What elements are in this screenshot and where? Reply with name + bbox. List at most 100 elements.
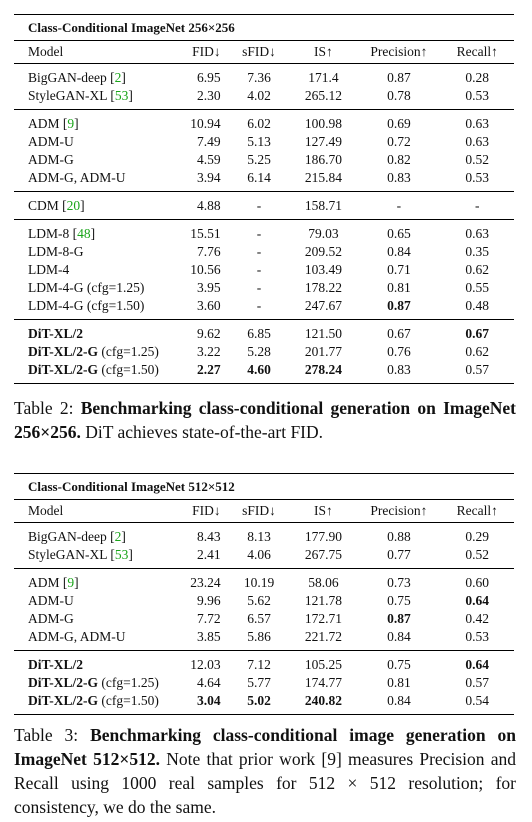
table-row: LDM-4-G (cfg=1.25) 3.95 - 178.22 0.81 0.55 xyxy=(14,279,514,297)
metric-rec-cell: 0.60 xyxy=(440,568,514,592)
citation-link[interactable]: 9 xyxy=(67,575,75,590)
metric-prec-cell: 0.75 xyxy=(387,593,411,608)
model-name-cell: ADM-U xyxy=(14,592,162,610)
metric-fid-cell: 8.43 xyxy=(161,522,229,546)
metric-sfid-cell: 6.02 xyxy=(228,109,290,133)
table-row: DiT-XL/2-G (cfg=1.25) 4.64 5.77 174.77 0.81 0… xyxy=(14,674,514,692)
results-table-512: Class-Conditional ImageNet 512×512 Model F… xyxy=(14,473,514,715)
metric-is-cell: 267.75 xyxy=(304,547,342,562)
metric-fid-cell: 3.60 xyxy=(197,298,221,313)
metric-rec-cell: 0.57 xyxy=(465,675,490,690)
table-row: ADM-G 7.72 6.57 172.71 0.87 0.42 xyxy=(14,610,514,628)
table-title: Class-Conditional ImageNet 512×512 xyxy=(28,479,235,494)
model-name-cell: ADM-G xyxy=(14,151,162,169)
metric-prec-cell: 0.87 xyxy=(387,298,411,313)
metric-sfid-cell: 6.85 xyxy=(228,319,290,343)
metric-sfid-cell: 10.19 xyxy=(228,568,290,592)
metric-fid-cell: 3.22 xyxy=(197,344,221,359)
citation-link[interactable]: 2 xyxy=(114,70,122,85)
model-name-cell: ADM-G xyxy=(14,610,162,628)
caption-rest: DiT achieves state-of-the-art FID. xyxy=(80,422,324,442)
metric-rec-cell: 0.63 xyxy=(465,134,490,149)
column-header: sFID↓ xyxy=(228,499,290,523)
metric-fid-cell: 7.72 xyxy=(197,611,221,626)
metric-rec-cell: 0.28 xyxy=(440,63,514,87)
model-name-cell: DiT-XL/2-G (cfg=1.25) xyxy=(14,343,162,361)
metric-sfid-cell: 5.77 xyxy=(247,675,271,690)
metric-sfid-cell: - xyxy=(256,262,262,277)
table-row: ADM-U 7.49 5.13 127.49 0.72 0.63 xyxy=(14,133,514,151)
metric-sfid-cell: 5.13 xyxy=(247,134,271,149)
model-name-cell: LDM-8 [48] xyxy=(14,219,162,243)
metric-fid-cell: 2.30 xyxy=(197,88,221,103)
metric-sfid-cell: 5.86 xyxy=(247,629,271,644)
metric-prec-cell: 0.87 xyxy=(387,611,411,626)
model-name: ADM-U xyxy=(28,134,74,149)
metric-fid-cell: 2.27 xyxy=(197,362,221,377)
metric-fid-cell: 10.94 xyxy=(161,109,229,133)
metric-prec-cell: 0.83 xyxy=(387,170,411,185)
model-name-cell: ADM [9] xyxy=(14,109,162,133)
model-name: DiT-XL/2-G xyxy=(28,362,99,377)
model-name-cell: DiT-XL/2-G (cfg=1.50) xyxy=(14,692,162,715)
table-3-caption: Table 3: Benchmarking class-conditional … xyxy=(14,723,516,819)
table-header-row: Model FID↓ sFID↓ IS↑ Precision↑ Recall↑ xyxy=(14,40,514,64)
metric-is-cell: 79.03 xyxy=(289,219,358,243)
metric-sfid-cell: - xyxy=(228,219,290,243)
table-row: ADM [9] 10.94 6.02 100.98 0.69 0.63 xyxy=(14,109,514,133)
model-name: ADM xyxy=(28,575,60,590)
model-name: LDM-4-G (cfg=1.25) xyxy=(28,280,145,295)
metric-rec-cell: 0.64 xyxy=(440,650,514,674)
model-name-cell: LDM-8-G xyxy=(14,243,162,261)
table-3: Class-Conditional ImageNet 512×512 Model F… xyxy=(14,473,514,715)
results-table-256: Class-Conditional ImageNet 256×256 Model F… xyxy=(14,14,514,384)
metric-prec-cell: 0.84 xyxy=(387,693,411,708)
citation-link[interactable]: 53 xyxy=(114,88,129,103)
table-row: ADM-G 4.59 5.25 186.70 0.82 0.52 xyxy=(14,151,514,169)
model-name: ADM-G xyxy=(28,152,74,167)
citation-link[interactable]: 9 xyxy=(67,116,75,131)
metric-prec-cell: 0.76 xyxy=(387,344,411,359)
model-name: StyleGAN-XL xyxy=(28,547,107,562)
citation-link[interactable]: 48 xyxy=(77,226,91,241)
table-row: ADM [9] 23.24 10.19 58.06 0.73 0.60 xyxy=(14,568,514,592)
table-row: CDM [20] 4.88-158.71- - xyxy=(14,191,514,220)
metric-is-cell: 221.72 xyxy=(304,629,342,644)
metric-is-cell: 172.71 xyxy=(304,611,342,626)
model-name: StyleGAN-XL xyxy=(28,88,107,103)
metric-is-cell: 158.71 xyxy=(289,191,358,220)
metric-prec-cell: 0.72 xyxy=(387,134,411,149)
model-cfg: (cfg=1.50) xyxy=(98,362,159,377)
model-name: LDM-4 xyxy=(28,262,70,277)
metric-is-cell: 58.06 xyxy=(289,568,358,592)
metric-rec-cell: 0.55 xyxy=(465,280,490,295)
model-name: DiT-XL/2-G xyxy=(28,693,99,708)
metric-sfid-cell: 7.36 xyxy=(228,63,290,87)
metric-prec-cell: 0.84 xyxy=(387,244,411,259)
metric-rec-cell: 0.52 xyxy=(465,152,490,167)
metric-is-cell: 103.49 xyxy=(304,262,342,277)
caption-prefix: Table 2: xyxy=(14,398,81,418)
model-name: LDM-8 xyxy=(28,226,70,241)
metric-prec-cell: 0.78 xyxy=(387,88,411,103)
model-cfg: (cfg=1.25) xyxy=(98,675,159,690)
metric-fid-cell: 4.88 xyxy=(161,191,229,220)
metric-fid-cell: 3.04 xyxy=(197,693,221,708)
metric-is-cell: 265.12 xyxy=(304,88,342,103)
metric-rec-cell: 0.54 xyxy=(465,693,490,708)
metric-sfid-cell: - xyxy=(228,191,290,220)
table-row: LDM-4 10.56 - 103.49 0.71 0.62 xyxy=(14,261,514,279)
citation-link[interactable]: 20 xyxy=(66,198,81,213)
model-name-cell: ADM-U xyxy=(14,133,162,151)
metric-sfid-cell: - xyxy=(256,244,262,259)
metric-prec-cell: 0.81 xyxy=(387,280,411,295)
citation-link[interactable]: 53 xyxy=(114,547,129,562)
table-row: LDM-8-G 7.76 - 209.52 0.84 0.35 xyxy=(14,243,514,261)
model-name: DiT-XL/2 xyxy=(28,326,84,341)
model-name: LDM-4-G (cfg=1.50) xyxy=(28,298,145,313)
model-name-cell: BigGAN-deep [2] xyxy=(14,522,162,546)
table-2-caption: Table 2: Benchmarking class-conditional … xyxy=(14,396,516,444)
citation-link[interactable]: 2 xyxy=(114,529,122,544)
metric-fid-cell: 9.62 xyxy=(161,319,229,343)
metric-rec-cell: 0.29 xyxy=(440,522,514,546)
